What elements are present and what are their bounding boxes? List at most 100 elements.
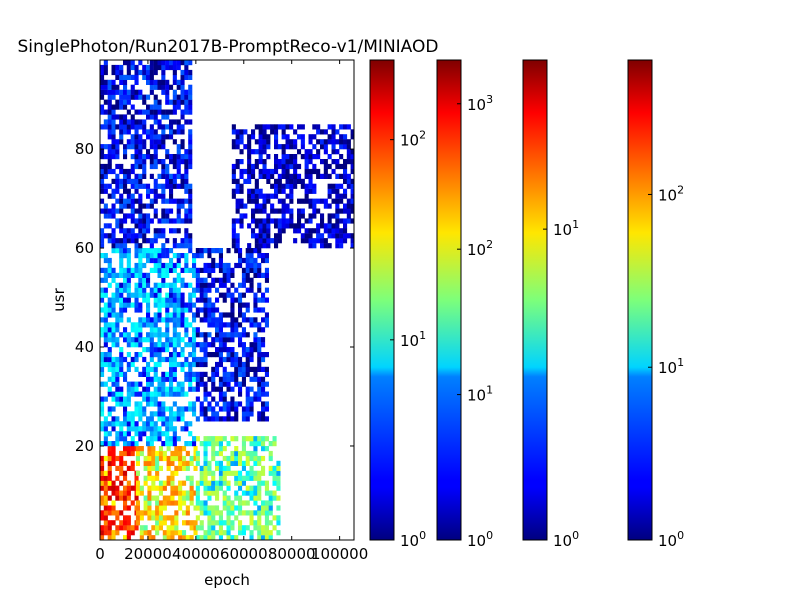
heatmap-cell	[115, 421, 120, 427]
heatmap-cell	[138, 436, 143, 442]
heatmap-cell	[134, 159, 139, 165]
heatmap-cell	[138, 272, 143, 278]
heatmap-cell	[249, 342, 254, 348]
heatmap-cell	[111, 178, 116, 184]
heatmap-cell	[176, 183, 181, 189]
heatmap-cell	[254, 238, 259, 244]
heatmap-cell	[245, 253, 250, 259]
heatmap-cell	[346, 183, 351, 189]
heatmap-cell	[195, 376, 200, 382]
heatmap-cell	[245, 347, 250, 353]
heatmap-cell	[100, 94, 105, 100]
heatmap-cell	[274, 163, 279, 170]
heatmap-cell	[239, 213, 244, 219]
heatmap-cell	[222, 391, 227, 397]
heatmap-cell	[169, 361, 174, 368]
heatmap-cell	[207, 416, 212, 422]
heatmap-cell	[251, 163, 256, 170]
heatmap-cell	[316, 233, 321, 239]
colorbar-tick-label: 100	[658, 529, 684, 550]
heatmap-cell	[211, 455, 216, 462]
heatmap-cell	[172, 163, 177, 170]
heatmap-cell	[264, 287, 269, 293]
heatmap-cell	[158, 455, 163, 462]
heatmap-cell	[142, 421, 147, 427]
heatmap-cell	[103, 356, 108, 363]
heatmap-cell	[320, 173, 325, 179]
heatmap-cell	[335, 198, 340, 204]
heatmap-cell	[107, 208, 112, 214]
heatmap-cell	[203, 535, 208, 540]
heatmap-cell	[251, 228, 256, 234]
heatmap-cell	[161, 69, 166, 76]
heatmap-cell	[285, 159, 290, 165]
heatmap-cell	[126, 292, 131, 298]
heatmap-cell	[323, 163, 328, 170]
heatmap-cell	[218, 356, 223, 363]
heatmap-cell	[207, 505, 212, 511]
heatmap-cell	[180, 253, 185, 259]
heatmap-cell	[211, 337, 216, 343]
heatmap-cell	[115, 154, 120, 160]
heatmap-cell	[107, 322, 112, 328]
heatmap-cell	[119, 129, 124, 135]
heatmap-cell	[126, 253, 131, 259]
heatmap-cell	[143, 500, 148, 506]
heatmap-cell	[211, 322, 216, 328]
heatmap-cell	[161, 183, 166, 189]
heatmap-cell	[234, 505, 239, 511]
heatmap-cell	[119, 253, 124, 259]
heatmap-cell	[262, 238, 267, 244]
heatmap-cell	[157, 109, 162, 115]
heatmap-cell	[184, 228, 189, 234]
heatmap-cell	[142, 173, 147, 179]
heatmap-cell	[238, 262, 243, 269]
heatmap-cell	[249, 530, 254, 536]
heatmap-cell	[343, 178, 348, 184]
heatmap-cell	[331, 144, 336, 150]
heatmap-cell	[195, 307, 200, 313]
heatmap-cell	[262, 228, 267, 234]
heatmap-cell	[161, 208, 166, 214]
heatmap-cell	[130, 60, 135, 66]
heatmap-cell	[343, 168, 348, 175]
heatmap-cell	[126, 124, 131, 130]
heatmap-cell	[134, 178, 139, 184]
heatmap-cell	[142, 69, 147, 76]
heatmap-cell	[289, 208, 294, 214]
heatmap-cell	[316, 168, 321, 175]
heatmap-cell	[188, 139, 193, 145]
heatmap-cell	[130, 337, 135, 343]
heatmap-cell	[172, 218, 177, 224]
heatmap-cell	[203, 416, 208, 422]
heatmap-cell	[226, 465, 231, 471]
heatmap-cell	[304, 154, 309, 160]
heatmap-cell	[126, 431, 131, 437]
heatmap-cell	[142, 64, 147, 71]
heatmap-cell	[272, 470, 277, 476]
heatmap-cell	[138, 411, 143, 417]
heatmap-cell	[142, 139, 147, 145]
x-axis-label: epoch	[204, 571, 250, 589]
heatmap-cell	[257, 342, 262, 348]
heatmap-cell	[134, 327, 139, 333]
heatmap-cell	[172, 361, 177, 368]
heatmap-cell	[262, 168, 267, 175]
heatmap-cell	[277, 124, 282, 130]
heatmap-cell	[285, 168, 290, 175]
heatmap-cell	[261, 337, 266, 343]
heatmap-cell	[300, 134, 305, 140]
heatmap-cell	[119, 386, 124, 392]
plot-frame	[99, 59, 355, 541]
heatmap-cell	[149, 114, 154, 120]
heatmap-cell	[254, 124, 259, 130]
heatmap-cell	[234, 411, 239, 417]
heatmap-cell	[123, 129, 128, 135]
heatmap-cell	[335, 208, 340, 214]
heatmap-cell	[293, 154, 298, 160]
heatmap-cell	[138, 119, 143, 125]
heatmap-cell	[146, 396, 151, 402]
heatmap-cell	[153, 332, 158, 338]
heatmap-cell	[207, 297, 212, 303]
heatmap-cell	[270, 168, 275, 175]
